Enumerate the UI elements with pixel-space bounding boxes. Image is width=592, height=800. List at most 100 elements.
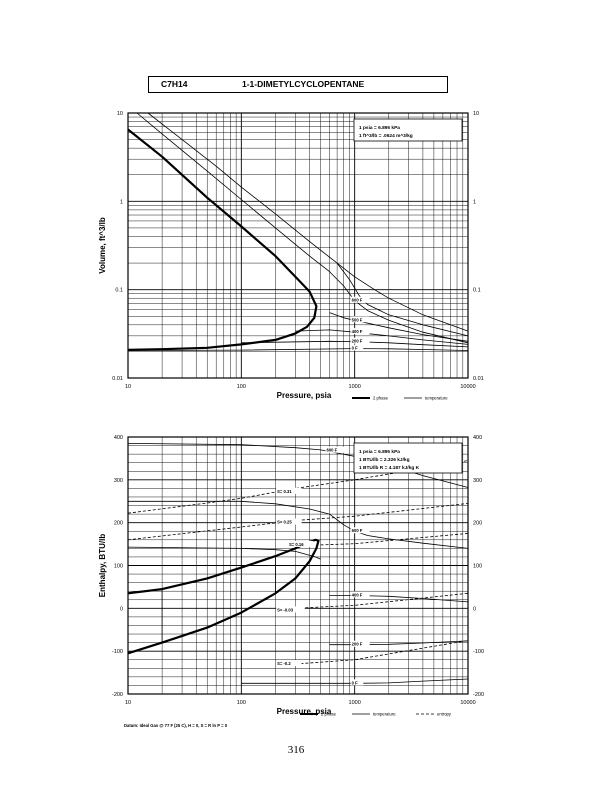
enthalpy-y-tick-label-left: 200 [114,521,123,527]
enthalpy-curve-label: 0 F [352,680,358,685]
enthalpy-x-tick-label: 100 [237,700,246,706]
enthalpy-y-tick-label-right: 400 [473,435,482,441]
enthalpy-curve-label: S= -0.2 [277,661,291,666]
enthalpy-curve-label: S= 0.31 [277,489,292,494]
volume-conversion-box [353,118,463,142]
enthalpy-series-400-f [329,595,469,603]
chemical-formula: C7H14 [161,79,188,89]
enthalpy-curve-label-bg [325,446,345,453]
volume-legend-label: 2 phase [373,396,389,401]
enthalpy-curve-label-bg [350,679,364,686]
volume-series-500-f [329,312,469,342]
enthalpy-series-s-0-03 [295,592,469,609]
enthalpy-datum-note: Datum: Ideal Gas @ 77 F (25 C), H = 0, S… [124,723,228,728]
enthalpy-x-axis-label: Pressure, psia [277,707,332,716]
enthalpy-curve-label: 200 F [352,642,363,647]
enthalpy-curve-label-bg [276,660,302,667]
enthalpy-y-tick-label-left: 400 [114,435,123,441]
enthalpy-curve-label: S= 0.16 [289,542,304,547]
volume-y-tick-label-right: 0.01 [473,376,484,382]
volume-conversion-line: 1 psia = 6.895 kPa [359,125,400,131]
volume-x-tick-label: 100 [237,384,246,390]
volume-y-tick-label-right: 1 [473,199,476,205]
volume-series-400-f [295,329,469,345]
volume-series-2-phase [127,128,318,351]
enthalpy-legend-label: temperature [373,712,396,717]
volume-y-tick-label-left: 0.01 [112,376,123,382]
enthalpy-x-tick-label: 10000 [460,700,475,706]
enthalpy-curve-label: 600 F [352,528,363,533]
volume-series-thin [147,112,469,332]
enthalpy-curve-label-bg [350,591,370,598]
volume-x-axis-label: Pressure, psia [277,391,332,400]
enthalpy-series-600-f [127,443,469,488]
enthalpy-y-tick-label-right: -200 [473,692,484,698]
enthalpy-series-thin [128,500,469,549]
enthalpy-series-thin [127,546,321,560]
enthalpy-series-s-0-25 [127,503,469,541]
volume-y-axis-label: Volume, ft^3/lb [98,217,107,274]
volume-curve-label-bg [350,316,370,323]
volume-x-tick-label: 10 [125,384,131,390]
enthalpy-conversion-line: 1 BTU/lb R = 4.187 kJ/kg K [359,465,420,471]
volume-series-600-f [336,262,469,337]
enthalpy-series-0-f [241,678,469,684]
compound-name: 1-1-DIMETYLCYCLOPENTANE [242,79,365,89]
enthalpy-x-tick-label: 10 [125,700,131,706]
enthalpy-legend-label: 2 phase [321,712,337,717]
enthalpy-y-tick-label-right: -100 [473,649,484,655]
page-number: 316 [287,744,305,756]
volume-series-200-f [241,340,469,348]
enthalpy-curve-label: 400 F [352,592,363,597]
enthalpy-legend-label: entropy [437,712,452,717]
enthalpy-series-s-0-2 [295,640,469,665]
volume-curve-label: 600 F [352,298,363,303]
volume-curve-label-bg [350,344,364,351]
volume-curve-label: 500 F [352,317,363,322]
enthalpy-curve-label-bg [276,606,305,613]
volume-y-tick-label-left: 1 [120,199,123,205]
volume-series-0-f [127,348,469,351]
enthalpy-conversion-line: 1 psia = 6.895 kPa [359,449,400,455]
enthalpy-y-tick-label-left: -100 [112,649,123,655]
enthalpy-y-axis-label: Enthalpy, BTU/lb [98,534,107,598]
enthalpy-y-tick-label-left: -200 [112,692,123,698]
enthalpy-series-s-0-31 [127,460,469,514]
volume-curve-label: 0 F [352,346,358,351]
volume-curve-label-bg [350,296,370,303]
enthalpy-series-2-phase [127,538,320,655]
volume-x-tick-label: 10000 [460,384,475,390]
volume-x-tick-label: 1000 [349,384,361,390]
volume-plot [127,112,469,399]
volume-legend-label: temperature [425,396,448,401]
volume-curve-label: 200 F [352,339,363,344]
enthalpy-curve-label-bg [288,540,314,547]
enthalpy-curve-label: S= 0.25 [277,520,292,525]
enthalpy-y-tick-label-left: 100 [114,564,123,570]
enthalpy-plot-frame [127,436,469,695]
chart-title-box: C7H14 1-1-DIMETYLCYCLOPENTANE [148,76,448,93]
enthalpy-conversion-line: 1 BTU/lb = 2.326 kJ/kg [359,457,410,463]
enthalpy-y-tick-label-right: 0 [473,606,476,612]
enthalpy-y-tick-label-right: 300 [473,478,482,484]
enthalpy-series-s-0-16 [320,533,469,546]
enthalpy-curve-label-bg [350,527,370,534]
enthalpy-curve-label: 600 F [327,448,338,453]
volume-y-tick-label-left: 10 [117,111,123,117]
volume-y-tick-label-left: 0.1 [115,288,123,294]
volume-curve-label: 400 F [352,329,363,334]
enthalpy-curve-label-bg [350,640,370,647]
enthalpy-curve-label-bg [276,487,302,494]
volume-series-thin [136,112,469,344]
volume-plot-frame [127,112,469,379]
enthalpy-y-tick-label-right: 200 [473,521,482,527]
enthalpy-curve-label-bg [276,518,302,525]
volume-y-tick-label-right: 0.1 [473,288,481,294]
enthalpy-conversion-box [353,442,463,474]
enthalpy-y-tick-label-left: 0 [120,606,123,612]
enthalpy-series-200-f [329,640,469,646]
enthalpy-y-tick-label-right: 100 [473,564,482,570]
enthalpy-plot [127,436,469,715]
volume-curve-label-bg [350,328,370,335]
